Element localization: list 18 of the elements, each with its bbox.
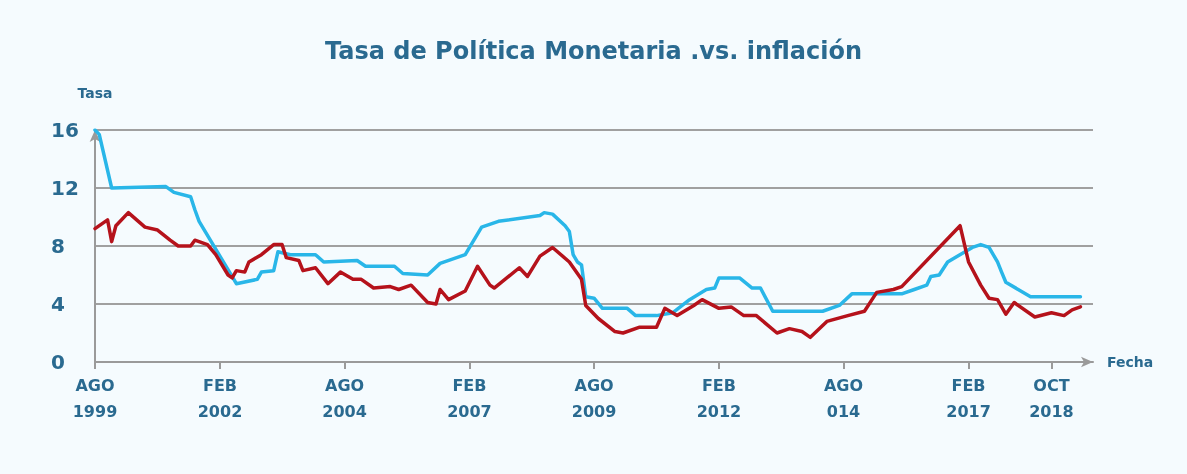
y-tick-label: 8 xyxy=(51,234,65,258)
y-tick-label: 12 xyxy=(51,176,79,200)
x-tick-label: OCT 2018 xyxy=(1029,375,1074,421)
chart-title: Tasa de Política Monetaria .vs. inflación xyxy=(325,37,862,65)
y-axis-title: Tasa xyxy=(77,85,113,101)
x-tick-label: AGO 014 xyxy=(823,375,864,421)
x-tick-label: FEB 2002 xyxy=(197,375,243,421)
x-tick-label: AGO 2004 xyxy=(322,375,367,421)
x-tick-label: FEB 2017 xyxy=(946,375,991,421)
x-tick-label: AGO 2009 xyxy=(571,375,617,421)
x-tick-label: AGO 1999 xyxy=(72,375,118,421)
x-tick-label: FEB 2012 xyxy=(696,375,742,421)
y-tick-label: 16 xyxy=(51,118,79,142)
y-tick-label: 0 xyxy=(51,350,65,374)
x-axis-title: Fecha xyxy=(1107,354,1154,370)
y-tick-label: 4 xyxy=(51,292,65,316)
line-series xyxy=(93,210,1083,340)
x-tick-label: FEB 2007 xyxy=(447,375,492,421)
